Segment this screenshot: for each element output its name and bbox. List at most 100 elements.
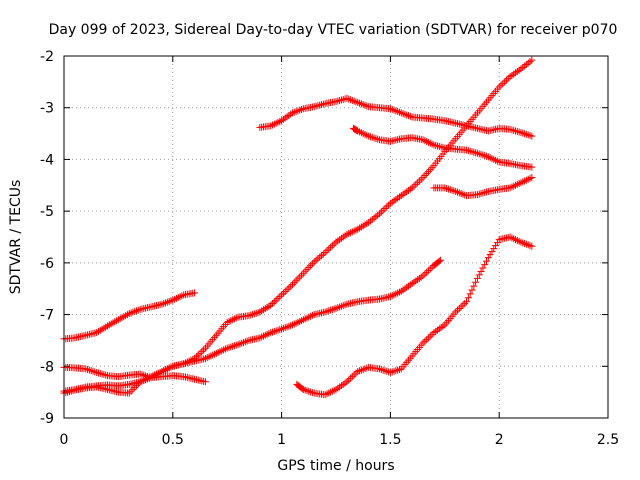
data-point [254,309,262,317]
data-point [424,138,432,146]
data-point [526,242,534,250]
data-point [305,313,313,321]
data-point [483,257,491,265]
data-point [93,368,101,376]
data-point [395,193,403,201]
data-point [221,345,229,353]
data-point [356,224,364,232]
data-point [521,130,529,138]
data-point [89,367,97,375]
data-point [270,120,278,128]
data-point [325,245,333,253]
data-point [113,317,121,325]
data-point [245,312,253,320]
data-point [272,296,280,304]
data-point [430,141,438,149]
data-point [410,182,418,190]
data-point [443,184,451,192]
data-point [281,287,289,295]
data-point [506,125,514,133]
data-point [169,296,177,304]
data-point [517,238,525,246]
data-point [336,303,344,311]
data-point [428,140,436,148]
data-point [386,199,394,207]
data-point [96,370,104,378]
data-point [390,106,398,114]
data-point [386,368,394,376]
data-point [522,130,530,138]
data-point [102,323,110,331]
data-point [512,236,520,244]
data-point [238,339,246,347]
data-point [298,105,306,113]
data-point [120,313,128,321]
data-point [196,349,204,357]
data-point [316,253,324,261]
data-point [484,254,492,262]
data-point [250,310,258,318]
data-point [348,373,356,381]
data-point [267,329,275,337]
data-point [216,348,224,356]
data-point [388,198,396,206]
data-point [218,347,226,355]
data-point [394,108,402,116]
data-point [243,337,251,345]
data-point [299,386,307,394]
data-point [343,378,351,386]
data-point [424,334,432,342]
data-point [162,366,170,374]
data-point [134,306,142,314]
data-point [361,365,369,373]
data-point [448,186,456,194]
data-point [343,94,351,102]
data-point [386,292,394,300]
data-point [336,383,344,391]
data-point [98,325,106,333]
data-point [288,109,296,117]
data-point [359,101,367,109]
data-point [392,107,400,115]
data-point [327,243,335,251]
data-point [152,371,160,379]
data-point [463,146,471,154]
data-point [528,242,536,250]
data-point [94,328,102,336]
y-axis-label: SDTVAR / TECUs [8,180,24,295]
data-point [466,147,474,155]
data-point [223,318,231,326]
data-point [499,80,507,88]
data-point [524,241,532,249]
data-point [423,138,431,146]
data-point [125,310,133,318]
data-point [288,321,296,329]
y-tick-label: -3 [40,101,54,117]
data-point [483,188,491,196]
data-point [408,184,416,192]
data-point [100,324,108,332]
data-point [417,273,425,281]
series-s2 [60,363,209,386]
data-point [504,74,512,82]
data-point [392,290,400,298]
data-point [281,114,289,122]
data-point [298,385,306,393]
data-point [521,177,529,185]
data-point [339,233,347,241]
data-point [526,58,534,66]
data-point [285,322,293,330]
data-point [160,300,168,308]
data-point [316,101,324,109]
data-point [366,217,374,225]
data-point [274,326,282,334]
data-point [279,324,287,332]
x-tick-label: 2 [495,432,504,448]
data-point [348,228,356,236]
data-point [256,334,264,342]
data-point [506,233,514,241]
data-point [395,108,403,116]
data-point [104,322,112,330]
data-point [307,312,315,320]
data-point [203,354,211,362]
